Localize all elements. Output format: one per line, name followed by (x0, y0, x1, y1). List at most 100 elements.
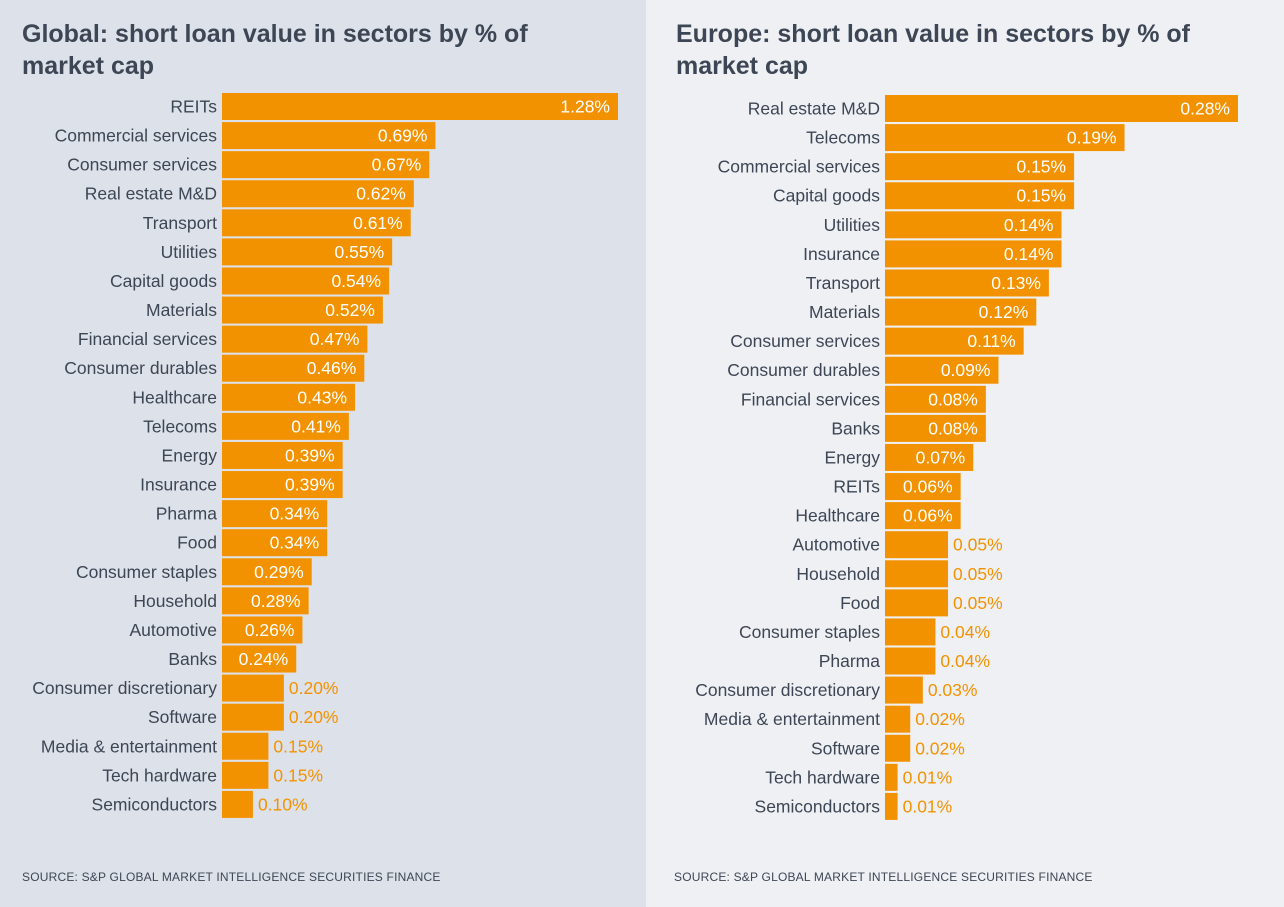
europe-value-label: 0.04% (940, 651, 990, 671)
europe-bar (885, 240, 1062, 268)
global-value-label: 0.55% (335, 242, 385, 262)
global-bar (222, 674, 284, 702)
europe-category-label: Consumer durables (727, 360, 880, 380)
europe-category-label: Energy (825, 447, 881, 467)
global-category-label: Telecoms (143, 416, 217, 436)
europe-value-label: 0.05% (953, 593, 1003, 613)
europe-bar (885, 298, 1037, 326)
global-bar (222, 383, 356, 411)
global-bar (222, 790, 253, 818)
europe-chart-svg: Real estate M&D 0.28% Telecoms 0.19% Commerc… (695, 95, 1238, 820)
global-chart-title: Global: short loan value in sectors by %… (22, 20, 528, 80)
europe-value-label: 0.03% (928, 680, 978, 700)
europe-value-label: 0.05% (953, 535, 1003, 555)
europe-bar (885, 182, 1075, 210)
global-bar (222, 471, 343, 499)
europe-bar (885, 647, 936, 675)
global-category-label: Semiconductors (92, 794, 218, 814)
global-value-label: 0.15% (273, 765, 323, 785)
global-category-label: Software (148, 707, 217, 727)
global-bar (222, 587, 309, 615)
global-value-label: 0.69% (378, 126, 428, 146)
europe-value-label: 0.13% (991, 273, 1041, 293)
europe-value-label: 0.28% (1180, 99, 1230, 119)
global-bar (222, 558, 312, 586)
europe-bar (885, 356, 999, 384)
europe-category-label: Telecoms (806, 128, 880, 148)
europe-category-label: Automotive (792, 535, 880, 555)
global-category-label: REITs (170, 97, 217, 117)
europe-panel: Europe: short loan value in sectors by %… (646, 0, 1284, 907)
global-value-label: 0.41% (291, 416, 341, 436)
global-category-label: Energy (162, 445, 218, 465)
global-category-label: Capital goods (110, 271, 217, 291)
europe-category-label: Household (796, 564, 880, 584)
europe-source-note: SOURCE: S&P GLOBAL MARKET INTELLIGENCE S… (674, 870, 1093, 884)
global-value-label: 0.62% (356, 184, 406, 204)
europe-value-label: 0.15% (1016, 157, 1066, 177)
europe-bar (885, 153, 1075, 181)
europe-category-label: Semiconductors (755, 796, 881, 816)
europe-value-label: 0.09% (941, 360, 991, 380)
global-source-note: SOURCE: S&P GLOBAL MARKET INTELLIGENCE S… (22, 870, 441, 884)
global-value-label: 0.10% (258, 794, 308, 814)
europe-bar (885, 385, 986, 413)
europe-category-label: Transport (806, 273, 880, 293)
global-category-label: Materials (146, 300, 217, 320)
global-bar (222, 441, 343, 469)
global-bar (222, 122, 436, 150)
global-category-label: Real estate M&D (85, 184, 217, 204)
global-value-label: 0.39% (285, 475, 335, 495)
europe-category-label: Commercial services (718, 157, 881, 177)
global-value-label: 0.43% (297, 387, 347, 407)
global-value-label: 0.61% (353, 213, 403, 233)
global-bar (222, 325, 368, 353)
europe-bar (885, 792, 898, 820)
europe-value-label: 0.14% (1004, 215, 1054, 235)
europe-category-label: Utilities (824, 215, 881, 235)
europe-bar (885, 502, 961, 530)
global-category-label: Commercial services (55, 126, 218, 146)
global-category-label: Transport (143, 213, 217, 233)
europe-category-label: Banks (831, 418, 880, 438)
global-category-label: Tech hardware (102, 765, 217, 785)
global-category-label: Consumer staples (76, 562, 217, 582)
europe-value-label: 0.15% (1016, 186, 1066, 206)
europe-category-label: Tech hardware (765, 767, 880, 787)
global-value-label: 0.47% (310, 329, 360, 349)
europe-category-label: Capital goods (773, 186, 880, 206)
global-bar (222, 296, 383, 324)
europe-value-label: 0.07% (916, 447, 966, 467)
europe-category-label: Financial services (741, 389, 880, 409)
global-bar (222, 732, 269, 760)
global-category-label: Insurance (140, 475, 217, 495)
europe-bar (885, 734, 911, 762)
europe-value-label: 0.19% (1067, 128, 1117, 148)
europe-category-label: Materials (809, 302, 880, 322)
europe-bar (885, 676, 923, 704)
europe-value-label: 0.01% (903, 796, 953, 816)
global-bar (222, 151, 430, 179)
global-bar (222, 180, 414, 208)
global-value-label: 0.46% (307, 358, 357, 378)
global-value-label: 0.20% (289, 678, 339, 698)
global-bar (222, 761, 269, 789)
global-category-label: Healthcare (132, 387, 217, 407)
europe-value-label: 0.05% (953, 564, 1003, 584)
europe-value-label: 0.11% (967, 331, 1015, 351)
europe-bar (885, 589, 949, 617)
global-chart-svg: REITs 1.28% Commercial services 0.69% Consum… (32, 93, 618, 818)
global-bar (222, 354, 365, 382)
europe-bar (885, 327, 1024, 355)
global-bar (222, 209, 411, 237)
europe-bar (885, 269, 1049, 297)
europe-bar (885, 211, 1062, 239)
global-category-label: Household (133, 591, 217, 611)
europe-value-label: 0.14% (1004, 244, 1054, 264)
europe-category-label: Food (840, 593, 880, 613)
europe-bar (885, 531, 949, 559)
global-value-label: 0.34% (270, 533, 320, 553)
europe-value-label: 0.01% (903, 767, 953, 787)
europe-bar-chart: Real estate M&D 0.28% Telecoms 0.19% Commerc… (646, 0, 1284, 907)
